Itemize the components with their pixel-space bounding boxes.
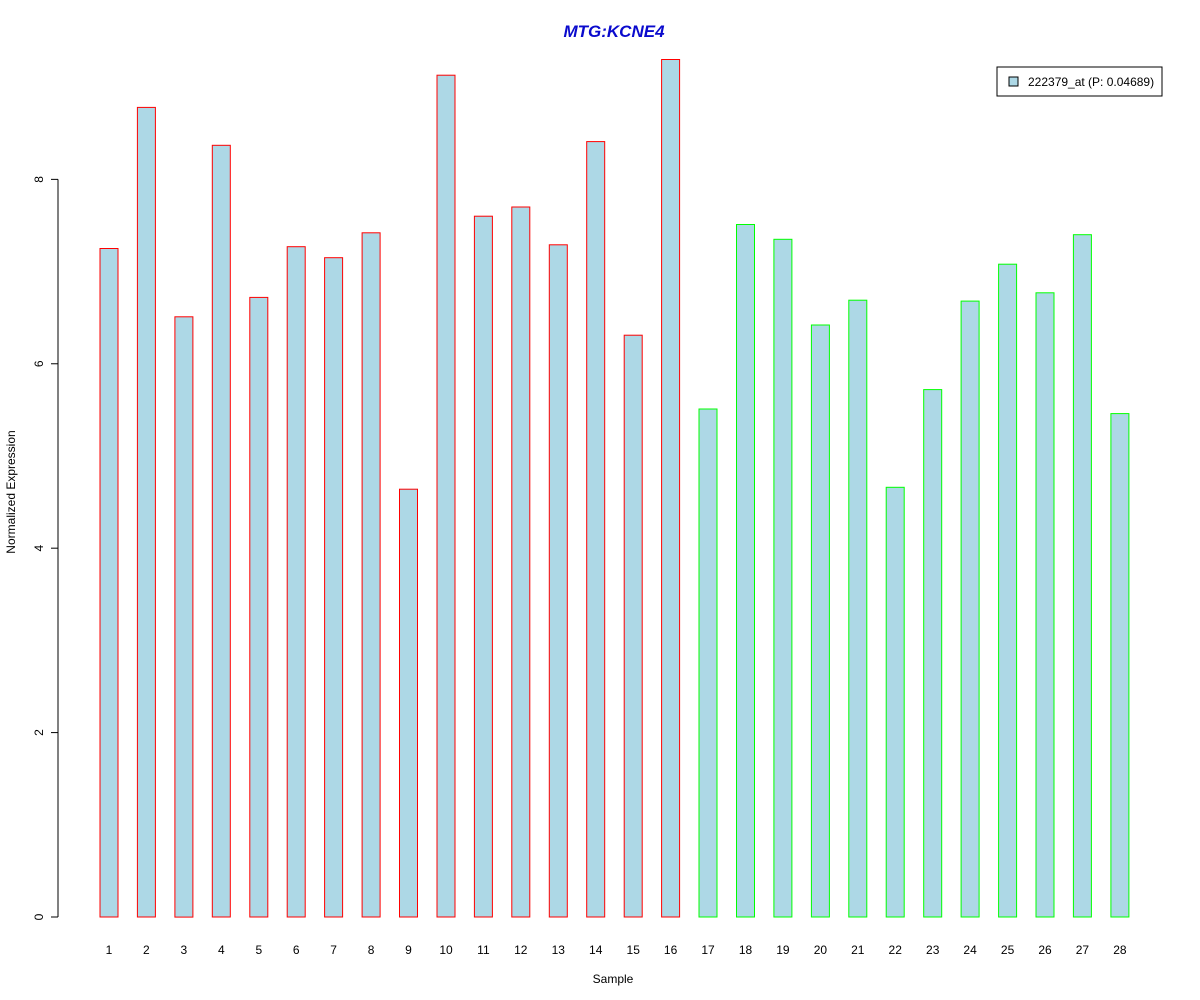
x-tick-label: 10	[439, 943, 453, 957]
chart-title: MTG:KCNE4	[563, 22, 665, 41]
x-tick-label: 16	[664, 943, 678, 957]
x-tick-label: 6	[293, 943, 300, 957]
x-tick-label: 22	[889, 943, 903, 957]
bar-sample-2	[136, 106, 156, 918]
y-tick-label: 8	[32, 176, 46, 183]
bar-sample-3	[174, 316, 194, 918]
bars	[99, 59, 1130, 918]
x-tick-label: 25	[1001, 943, 1015, 957]
bar-sample-25	[998, 263, 1018, 918]
bar-sample-15	[623, 334, 643, 918]
x-tick-label: 21	[851, 943, 865, 957]
bar-sample-11	[473, 215, 493, 918]
bar-sample-9	[399, 488, 418, 918]
x-tick-label: 15	[627, 943, 641, 957]
bar-sample-1	[99, 248, 119, 918]
legend: 222379_at (P: 0.04689)	[996, 66, 1163, 97]
bar-sample-7	[324, 257, 344, 918]
bar-sample-26	[1035, 292, 1055, 918]
bar-sample-20	[810, 324, 830, 918]
x-tick-label: 27	[1076, 943, 1090, 957]
y-axis: 0 2 4 6 8	[32, 176, 59, 920]
x-tick-label: 1	[106, 943, 113, 957]
x-tick-label: 4	[218, 943, 225, 957]
bar-sample-21	[848, 299, 868, 918]
x-tick-label: 17	[701, 943, 715, 957]
bar-sample-17	[698, 408, 718, 918]
y-tick-label: 0	[32, 913, 46, 920]
x-tick-label: 7	[330, 943, 337, 957]
bar-sample-6	[286, 246, 306, 918]
bar-sample-24	[960, 300, 980, 918]
x-axis-title: Sample	[593, 972, 634, 986]
x-tick-label: 13	[552, 943, 566, 957]
bar-sample-13	[548, 244, 568, 918]
legend-swatch	[1008, 76, 1019, 87]
x-tick-label: 5	[255, 943, 262, 957]
bar-sample-22	[885, 486, 905, 918]
bar-sample-12	[511, 206, 531, 918]
x-tick-label: 8	[368, 943, 375, 957]
x-tick-label: 18	[739, 943, 753, 957]
y-tick-label: 2	[32, 729, 46, 736]
bar-sample-8	[361, 232, 381, 918]
x-tick-label: 24	[963, 943, 977, 957]
bar-sample-18	[736, 224, 755, 918]
y-tick-label: 4	[32, 545, 46, 552]
bar-sample-16	[661, 59, 681, 918]
bar-sample-28	[1110, 413, 1130, 918]
x-tick-label: 14	[589, 943, 603, 957]
x-tick-label: 23	[926, 943, 940, 957]
x-tick-label: 20	[814, 943, 828, 957]
x-tick-label: 26	[1038, 943, 1052, 957]
y-tick-label: 6	[32, 360, 46, 367]
x-tick-label: 19	[776, 943, 790, 957]
x-tick-label: 12	[514, 943, 528, 957]
x-tick-labels: 1 2 3 4 5 6 7 8 9 10 11 12 13 14 15 16 17 18 19 20 21 22 23 24 2…	[106, 943, 1127, 957]
x-tick-label: 11	[477, 943, 490, 957]
bar-sample-19	[773, 238, 793, 918]
x-tick-label: 28	[1113, 943, 1127, 957]
bar-sample-27	[1072, 234, 1092, 918]
bar-sample-14	[586, 141, 606, 918]
x-tick-label: 9	[405, 943, 412, 957]
x-tick-label: 2	[143, 943, 150, 957]
bar-sample-5	[249, 296, 269, 918]
y-axis-title: Normalized Expression	[4, 430, 18, 553]
bar-sample-23	[923, 389, 943, 918]
legend-label: 222379_at (P: 0.04689)	[1028, 75, 1154, 89]
bar-sample-4	[211, 144, 231, 918]
legend-box	[996, 66, 1163, 97]
bar-sample-10	[436, 74, 456, 918]
x-tick-label: 3	[181, 943, 188, 957]
